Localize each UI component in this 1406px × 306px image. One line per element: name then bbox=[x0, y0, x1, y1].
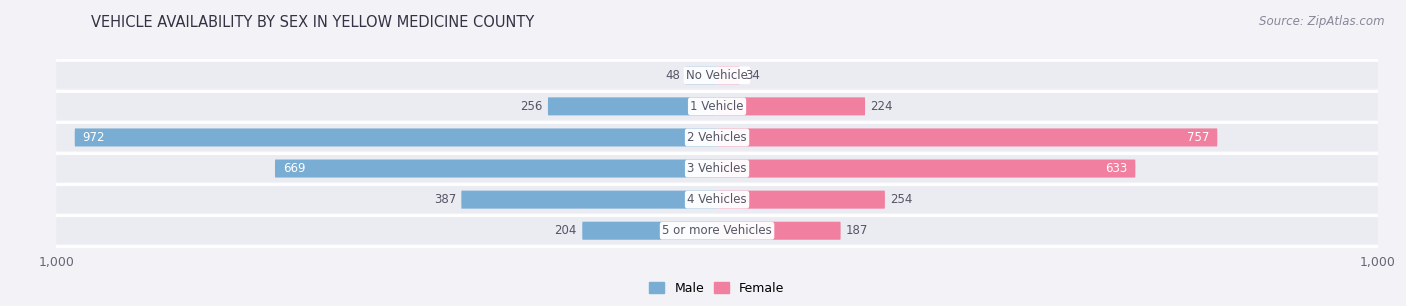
FancyBboxPatch shape bbox=[717, 159, 1136, 177]
Text: 2 Vehicles: 2 Vehicles bbox=[688, 131, 747, 144]
Text: 256: 256 bbox=[520, 100, 543, 113]
Text: 254: 254 bbox=[890, 193, 912, 206]
Text: No Vehicle: No Vehicle bbox=[686, 69, 748, 82]
Text: 633: 633 bbox=[1105, 162, 1128, 175]
FancyBboxPatch shape bbox=[56, 62, 1378, 89]
Text: 3 Vehicles: 3 Vehicles bbox=[688, 162, 747, 175]
Text: 972: 972 bbox=[83, 131, 105, 144]
FancyBboxPatch shape bbox=[56, 93, 1378, 120]
FancyBboxPatch shape bbox=[56, 217, 1378, 244]
FancyBboxPatch shape bbox=[75, 129, 717, 147]
Text: Source: ZipAtlas.com: Source: ZipAtlas.com bbox=[1260, 15, 1385, 28]
FancyBboxPatch shape bbox=[461, 191, 717, 209]
Text: 187: 187 bbox=[846, 224, 869, 237]
Text: 4 Vehicles: 4 Vehicles bbox=[688, 193, 747, 206]
FancyBboxPatch shape bbox=[685, 66, 717, 84]
Text: 757: 757 bbox=[1187, 131, 1209, 144]
FancyBboxPatch shape bbox=[582, 222, 717, 240]
FancyBboxPatch shape bbox=[717, 129, 1218, 147]
Text: 204: 204 bbox=[554, 224, 576, 237]
Text: VEHICLE AVAILABILITY BY SEX IN YELLOW MEDICINE COUNTY: VEHICLE AVAILABILITY BY SEX IN YELLOW ME… bbox=[91, 15, 534, 30]
FancyBboxPatch shape bbox=[717, 97, 865, 115]
Text: 34: 34 bbox=[745, 69, 759, 82]
FancyBboxPatch shape bbox=[717, 222, 841, 240]
Text: 5 or more Vehicles: 5 or more Vehicles bbox=[662, 224, 772, 237]
FancyBboxPatch shape bbox=[56, 124, 1378, 151]
FancyBboxPatch shape bbox=[276, 159, 717, 177]
Text: 669: 669 bbox=[283, 162, 305, 175]
Text: 1 Vehicle: 1 Vehicle bbox=[690, 100, 744, 113]
FancyBboxPatch shape bbox=[717, 66, 740, 84]
FancyBboxPatch shape bbox=[717, 191, 884, 209]
FancyBboxPatch shape bbox=[548, 97, 717, 115]
FancyBboxPatch shape bbox=[56, 155, 1378, 182]
Legend: Male, Female: Male, Female bbox=[644, 277, 790, 300]
Text: 387: 387 bbox=[434, 193, 456, 206]
FancyBboxPatch shape bbox=[56, 186, 1378, 213]
Text: 224: 224 bbox=[870, 100, 893, 113]
Text: 48: 48 bbox=[665, 69, 681, 82]
